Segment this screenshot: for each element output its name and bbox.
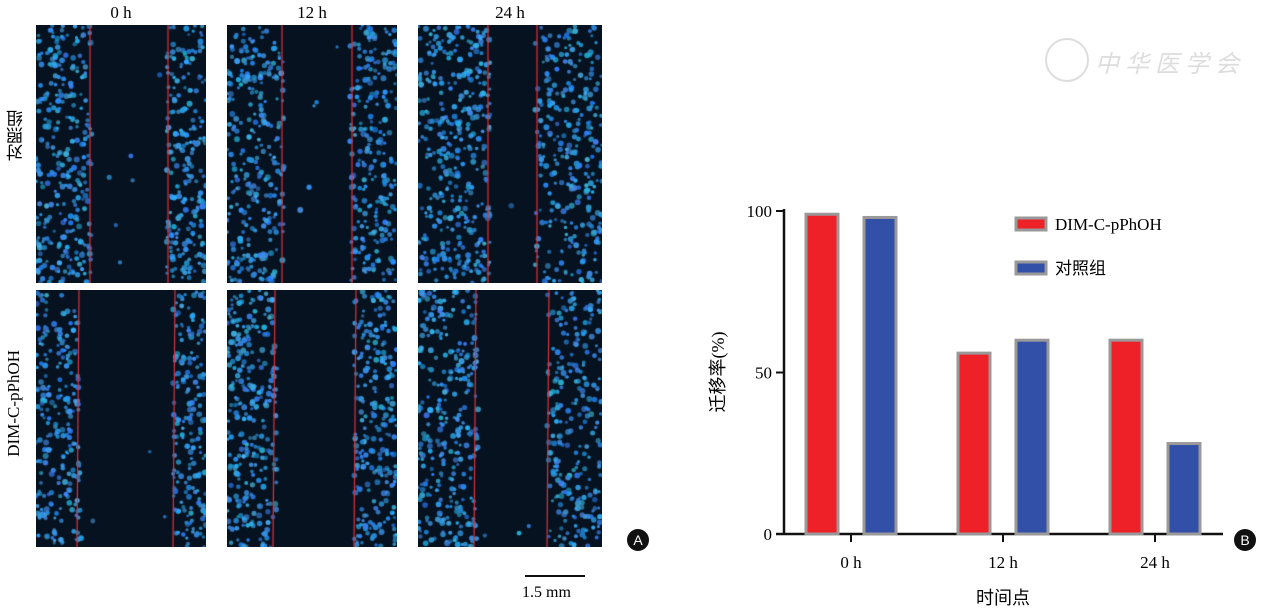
column-label-24h: 24 h <box>495 3 525 22</box>
scale-bar <box>525 575 585 577</box>
watermark-logo <box>1045 38 1089 82</box>
micrograph-treatment-0h <box>36 290 206 547</box>
micrograph-control-0h <box>36 25 206 283</box>
legend-swatch <box>1014 216 1048 232</box>
x-tick-label: 0 h <box>840 553 862 572</box>
x-tick-label: 24 h <box>1140 553 1170 572</box>
panel-letter-a: A <box>627 529 649 551</box>
panel-letter-b: B <box>1234 529 1256 551</box>
micrograph-treatment-12h <box>227 290 397 547</box>
legend-label: 对照组 <box>1055 259 1106 278</box>
legend-swatch <box>1014 260 1048 276</box>
micrograph-control-12h <box>227 25 397 283</box>
legend-label: DIM-C-pPhOH <box>1055 215 1162 234</box>
column-label-0h: 0 h <box>110 3 132 22</box>
x-axis-label: 时间点 <box>976 588 1030 608</box>
watermark-text: 中华医学会 <box>1095 52 1245 78</box>
bar-control-1 <box>1014 338 1050 536</box>
y-tick-label: 50 <box>755 364 772 383</box>
x-tick-label: 12 h <box>988 553 1018 572</box>
scale-bar-label: 1.5 mm <box>522 584 571 601</box>
bar-control-2 <box>1166 442 1202 536</box>
bar-treatment-1 <box>956 351 992 536</box>
micrograph-control-24h <box>418 25 602 283</box>
bar-control-0 <box>862 215 898 536</box>
y-tick-label: 0 <box>764 525 773 544</box>
y-tick-label: 100 <box>747 202 773 221</box>
bar-treatment-0 <box>804 212 840 536</box>
bar-treatment-2 <box>1108 338 1144 536</box>
column-label-12h: 12 h <box>297 3 327 22</box>
y-axis-label: 迁移率(%) <box>708 332 729 413</box>
micrograph-treatment-24h <box>418 290 602 547</box>
